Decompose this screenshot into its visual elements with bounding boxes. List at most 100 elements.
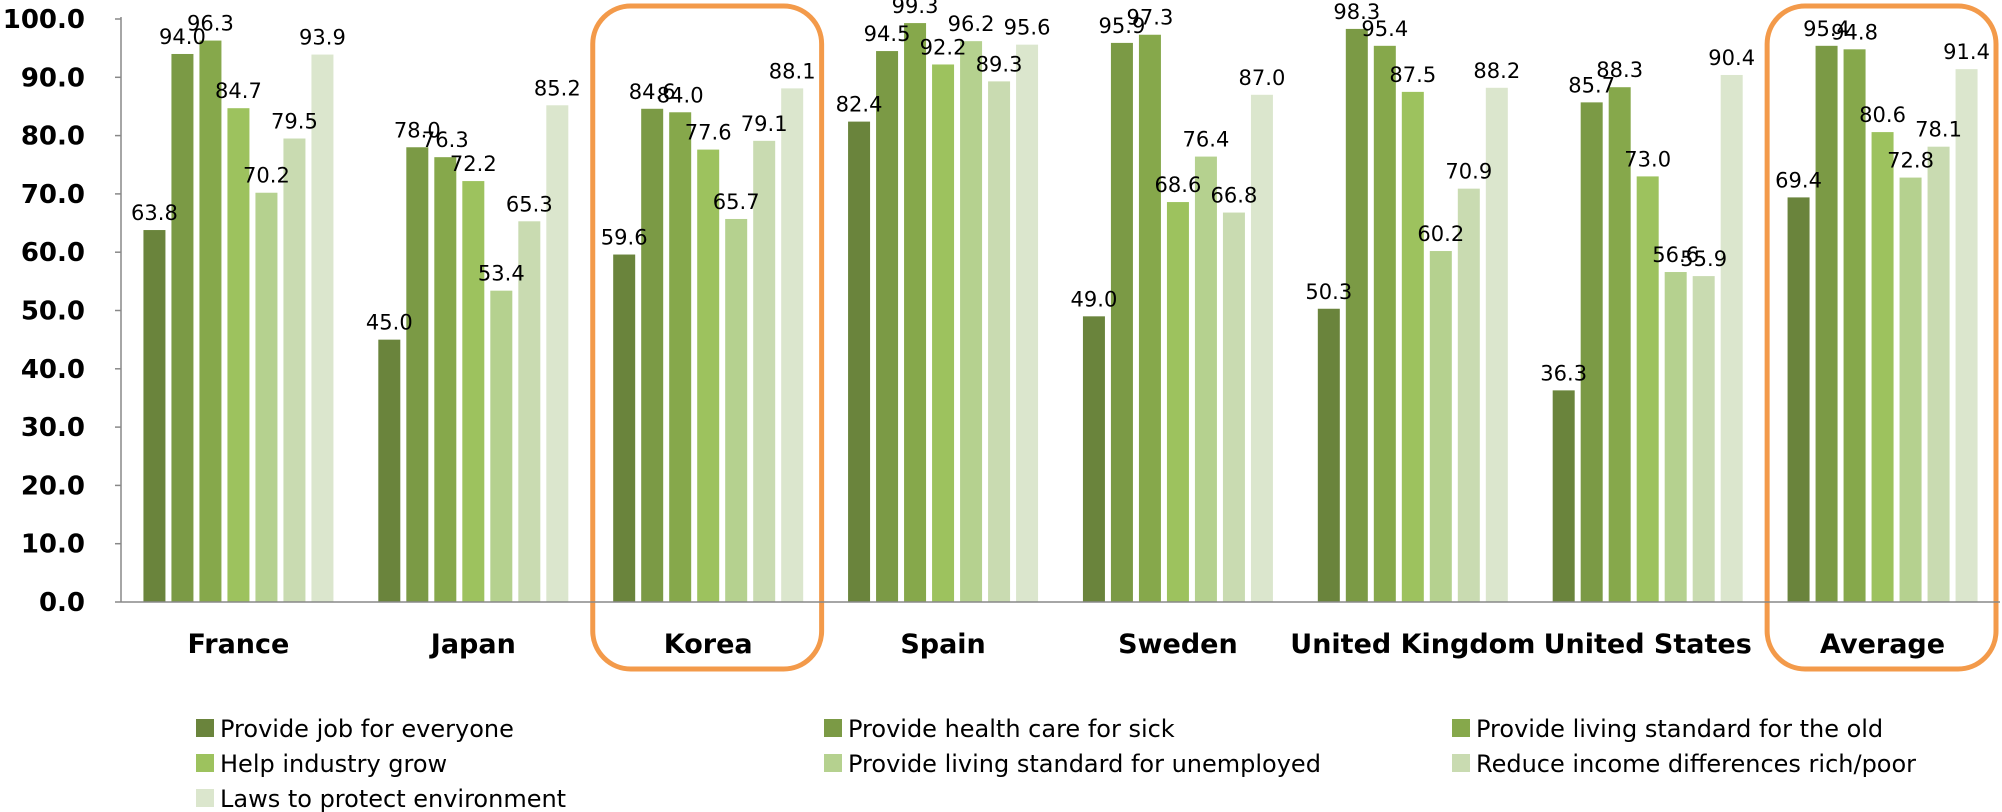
bar-spain-help-industry-grow: [932, 64, 955, 602]
bar-japan-help-industry-grow: [462, 181, 485, 602]
data-label: 87.0: [1239, 66, 1286, 90]
bar-spain-reduce-income-differences-rich-poor: [988, 81, 1011, 603]
bar-average-provide-living-standard-for-the-old: [1843, 49, 1866, 603]
data-label: 45.0: [366, 311, 413, 335]
y-tick-label: 90.0: [21, 63, 85, 93]
legend-label: Provide living standard for unemployed: [848, 750, 1321, 778]
bar-united-states-reduce-income-differences-rich-poor: [1692, 276, 1715, 602]
data-label: 65.7: [713, 190, 760, 214]
legend-swatch: [1452, 719, 1470, 737]
bar-united-kingdom-help-industry-grow: [1401, 91, 1424, 602]
data-label: 72.2: [450, 152, 497, 176]
bar-france-reduce-income-differences-rich-poor: [283, 138, 306, 602]
bar-korea-provide-living-standard-for-unemployed: [725, 218, 748, 602]
data-label: 50.3: [1305, 280, 1352, 304]
bar-france-provide-job-for-everyone: [143, 230, 166, 602]
bar-japan-reduce-income-differences-rich-poor: [518, 221, 541, 602]
bar-spain-laws-to-protect-environment: [1016, 44, 1039, 603]
data-label: 79.1: [741, 112, 788, 136]
bar-france-provide-living-standard-for-the-old: [199, 40, 222, 603]
category-label-sweden: Sweden: [1118, 629, 1238, 660]
bar-united-kingdom-provide-living-standard-for-the-old: [1373, 45, 1396, 603]
bar-united-states-provide-living-standard-for-unemployed: [1664, 272, 1687, 602]
category-label-average: Average: [1820, 629, 1945, 660]
bar-united-states-help-industry-grow: [1636, 176, 1659, 602]
data-label: 94.5: [864, 22, 911, 46]
data-label: 96.2: [948, 12, 995, 36]
legend-label: Provide job for everyone: [220, 715, 514, 743]
bar-korea-provide-health-care-for-sick: [641, 108, 664, 603]
data-labels: 63.8 94.096.3 84.7 70.2 79.5 93.9 45.0 78.076.3…: [131, 0, 1990, 385]
bar-sweden-laws-to-protect-environment: [1250, 94, 1273, 602]
data-label: 98.3: [1333, 0, 1380, 24]
data-label: 85.2: [534, 76, 581, 100]
highlight-frame-korea: [590, 3, 825, 672]
bar-korea-help-industry-grow: [697, 149, 720, 603]
data-label: 90.4: [1708, 46, 1755, 70]
legend-swatch: [196, 754, 214, 772]
bar-spain-provide-job-for-everyone: [848, 121, 871, 602]
bar-average-reduce-income-differences-rich-poor: [1927, 146, 1950, 602]
data-label: 88.1: [769, 59, 816, 83]
data-label: 80.6: [1859, 103, 1906, 127]
data-label: 96.3: [187, 12, 234, 36]
bar-france-help-industry-grow: [227, 108, 250, 602]
bar-france-provide-health-care-for-sick: [171, 53, 194, 603]
data-label: 76.3: [422, 128, 469, 152]
data-label: 91.4: [1943, 40, 1990, 64]
data-label: 95.4: [1361, 17, 1408, 41]
bar-japan-provide-living-standard-for-the-old: [434, 157, 457, 602]
data-label: 94.0: [159, 25, 206, 49]
bar-korea-reduce-income-differences-rich-poor: [753, 140, 776, 603]
y-tick-label: 70.0: [21, 180, 85, 210]
data-label: 82.4: [836, 93, 883, 117]
data-label: 53.4: [478, 262, 525, 286]
bar-spain-provide-living-standard-for-the-old: [904, 23, 927, 603]
legend-swatch: [196, 719, 214, 737]
data-label: 95.6: [1004, 16, 1051, 40]
data-label: 85.7: [1568, 73, 1615, 97]
data-label: 93.9: [299, 26, 346, 50]
data-label: 49.0: [1071, 287, 1118, 311]
legend-label: Reduce income differences rich/poor: [1476, 750, 1916, 778]
legend-swatch: [1452, 754, 1470, 772]
data-label: 87.5: [1389, 63, 1436, 87]
y-axis: 0.0 10.0 20.0 30.0 40.0 50.0 60.0 70.0 80.0 90.0 1…: [3, 5, 122, 618]
data-label: 69.4: [1775, 168, 1822, 192]
y-tick-label: 10.0: [21, 530, 85, 560]
legend-swatch: [196, 789, 214, 807]
bar-sweden-provide-job-for-everyone: [1082, 316, 1105, 602]
legend-label: Provide health care for sick: [848, 715, 1175, 743]
y-tick-label: 80.0: [21, 122, 85, 152]
bar-korea-laws-to-protect-environment: [781, 88, 804, 602]
bar-korea-provide-job-for-everyone: [613, 254, 636, 603]
bar-sweden-provide-living-standard-for-unemployed: [1194, 156, 1217, 602]
category-label-united-kingdom: United Kingdom: [1290, 629, 1535, 660]
y-tick-label: 40.0: [21, 355, 85, 385]
data-label: 88.3: [1596, 58, 1643, 82]
category-label-france: France: [188, 629, 290, 660]
legend-item-help-industry-grow: Help industry grow: [196, 750, 447, 778]
data-label: 56.6: [1652, 243, 1699, 267]
data-label: 59.6: [601, 226, 648, 250]
bars: [143, 23, 1978, 603]
data-label: 97.3: [1127, 6, 1174, 30]
data-label: 78.0: [394, 118, 441, 142]
data-label: 78.1: [1915, 118, 1962, 142]
data-label: 76.4: [1183, 128, 1230, 152]
bar-united-states-provide-living-standard-for-the-old: [1608, 87, 1631, 602]
legend-item-provide-job-for-everyone: Provide job for everyone: [196, 715, 514, 743]
y-tick-label: 0.0: [39, 588, 85, 618]
bar-korea-provide-living-standard-for-the-old: [669, 112, 692, 602]
data-label: 89.3: [976, 52, 1023, 76]
y-tick-label: 60.0: [21, 238, 85, 268]
bar-sweden-reduce-income-differences-rich-poor: [1222, 212, 1245, 602]
data-label: 99.3: [892, 0, 939, 18]
bar-united-kingdom-provide-job-for-everyone: [1317, 308, 1340, 602]
bar-france-provide-living-standard-for-unemployed: [255, 192, 278, 602]
legend-label: Provide living standard for the old: [1476, 715, 1883, 743]
category-label-japan: Japan: [429, 629, 516, 660]
bar-united-kingdom-laws-to-protect-environment: [1485, 87, 1508, 602]
bar-sweden-provide-health-care-for-sick: [1110, 42, 1133, 602]
legend-swatch: [824, 754, 842, 772]
